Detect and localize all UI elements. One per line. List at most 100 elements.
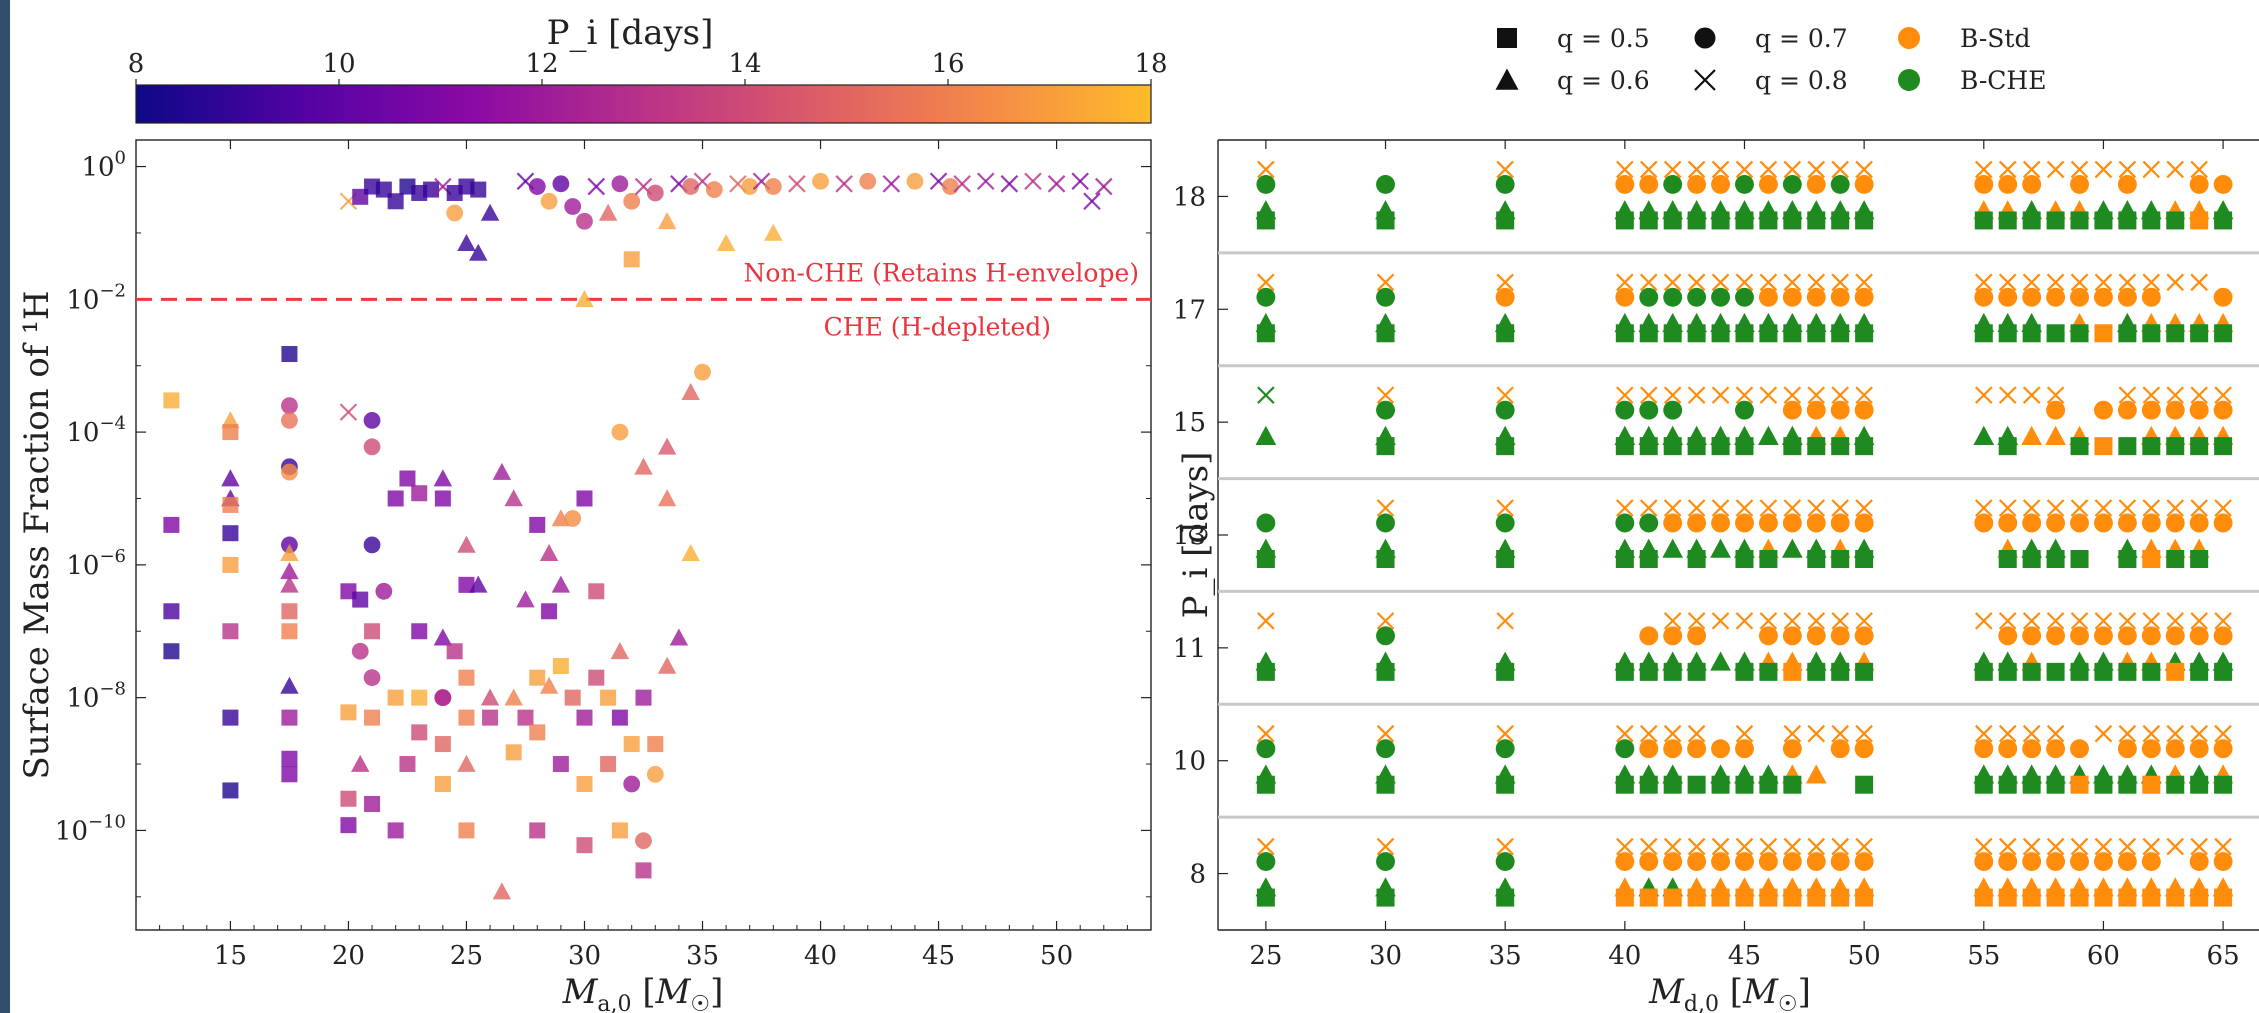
left-data-point: [480, 203, 500, 221]
right-data-point: [2094, 837, 2113, 856]
left-data-point: [516, 590, 535, 608]
right-data-point: [1639, 287, 1659, 307]
right-data-point: [2141, 739, 2161, 759]
right-data-point: [2022, 662, 2041, 681]
left-data-point: [221, 469, 240, 487]
right-data-point: [2022, 273, 2041, 292]
right-data-point: [1496, 550, 1515, 568]
left-data-point: [364, 623, 381, 640]
right-data-point: [1615, 852, 1635, 872]
right-data-point: [2094, 724, 2113, 743]
left-data-point: [588, 583, 605, 600]
legend-marker-o: [1694, 27, 1716, 49]
left-data-point: [576, 776, 593, 793]
right-data-point: [2070, 612, 2089, 630]
right-data-point: [1758, 852, 1778, 872]
right-data-point: [1975, 160, 1993, 179]
left-data-point: [528, 178, 546, 195]
left-scatter-panel: 15 20 25 30 35 40 45 50 100 10−2 10−4 10−6 10−8 10−1…: [17, 139, 1152, 1013]
right-data-point: [1711, 513, 1731, 533]
right-data-point: [1616, 273, 1634, 292]
left-data-point: [340, 790, 357, 807]
right-data-point: [1687, 852, 1707, 872]
right-data-point: [1257, 160, 1275, 179]
right-data-point: [1687, 612, 1706, 630]
right-data-point: [1782, 400, 1802, 420]
right-data-point: [1975, 386, 1993, 404]
left-data-point: [812, 172, 829, 190]
right-data-point: [1854, 287, 1874, 307]
right-data-point: [2046, 662, 2065, 681]
right-data-point: [1759, 837, 1778, 856]
right-data-point: [1495, 287, 1515, 307]
right-data-point: [1376, 513, 1395, 533]
right-data-point: [2093, 513, 2113, 533]
right-data-point: [2046, 400, 2066, 420]
left-data-point: [741, 178, 759, 195]
right-data-point: [1806, 174, 1826, 194]
left-data-point: [351, 642, 369, 660]
right-data-point: [1759, 386, 1778, 404]
right-data-point: [1807, 837, 1826, 856]
left-data-point: [611, 175, 629, 193]
right-data-point: [1496, 160, 1514, 179]
right-data-point: [2094, 662, 2113, 681]
right-data-point: [2093, 626, 2113, 646]
right-data-point: [1376, 626, 1395, 646]
right-data-point: [2022, 837, 2041, 856]
right-data-point: [1663, 612, 1682, 630]
left-x-tick-label: 20: [332, 941, 365, 971]
left-data-point: [363, 412, 381, 429]
right-data-point: [2022, 324, 2041, 343]
right-data-point: [2118, 550, 2137, 568]
left-data-point: [1000, 175, 1019, 193]
left-data-point: [364, 796, 381, 813]
colorbar-tick-label: 10: [322, 49, 355, 79]
right-x-tick-label: 35: [1489, 941, 1522, 971]
right-data-point: [1831, 837, 1849, 856]
right-data-point: [1807, 437, 1826, 456]
colorbar-gradient: [135, 84, 1152, 124]
right-data-point: [1639, 273, 1658, 292]
right-data-point: [1998, 499, 2017, 517]
right-data-point: [1495, 852, 1515, 872]
right-data-point: [1639, 724, 1658, 743]
left-data-point: [657, 656, 677, 674]
left-data-point: [657, 489, 677, 507]
right-data-point: [1998, 775, 2017, 794]
right-x-tick-label: 60: [2087, 941, 2120, 971]
right-data-point: [2166, 160, 2185, 179]
left-y-tick-label: 10−4: [66, 413, 126, 448]
right-data-point: [1831, 273, 1849, 292]
right-data-point: [1973, 425, 1995, 445]
right-data-point: [1687, 724, 1706, 743]
right-data-point: [1615, 400, 1635, 420]
right-data-point: [2166, 499, 2185, 517]
right-data-point: [1806, 287, 1826, 307]
right-data-point: [1496, 837, 1514, 856]
left-data-point: [411, 724, 428, 741]
right-data-point: [1639, 499, 1658, 517]
legend-label: B-Std: [1960, 24, 2030, 53]
right-data-point: [1687, 324, 1706, 343]
left-data-point: [764, 223, 783, 241]
left-data-point: [504, 688, 523, 706]
right-data-point: [2046, 739, 2066, 759]
left-x-label: Ma,0 [M☉]: [562, 972, 724, 1013]
left-data-point: [588, 669, 605, 686]
right-data-point: [1663, 888, 1682, 907]
right-data-point: [1376, 837, 1395, 856]
left-data-point: [623, 736, 640, 753]
left-data-point: [340, 704, 357, 721]
right-data-point: [2022, 386, 2041, 404]
right-data-point: [1975, 837, 1993, 856]
legend-marker-che: [1898, 69, 1920, 91]
right-data-point: [2118, 160, 2137, 179]
right-data-point: [1998, 437, 2017, 456]
right-data-point: [1807, 211, 1826, 230]
right-data-point: [2046, 626, 2066, 646]
right-data-point: [1735, 160, 1754, 179]
left-data-point: [540, 192, 558, 210]
left-data-point: [611, 423, 629, 441]
left-data-point: [976, 172, 995, 191]
